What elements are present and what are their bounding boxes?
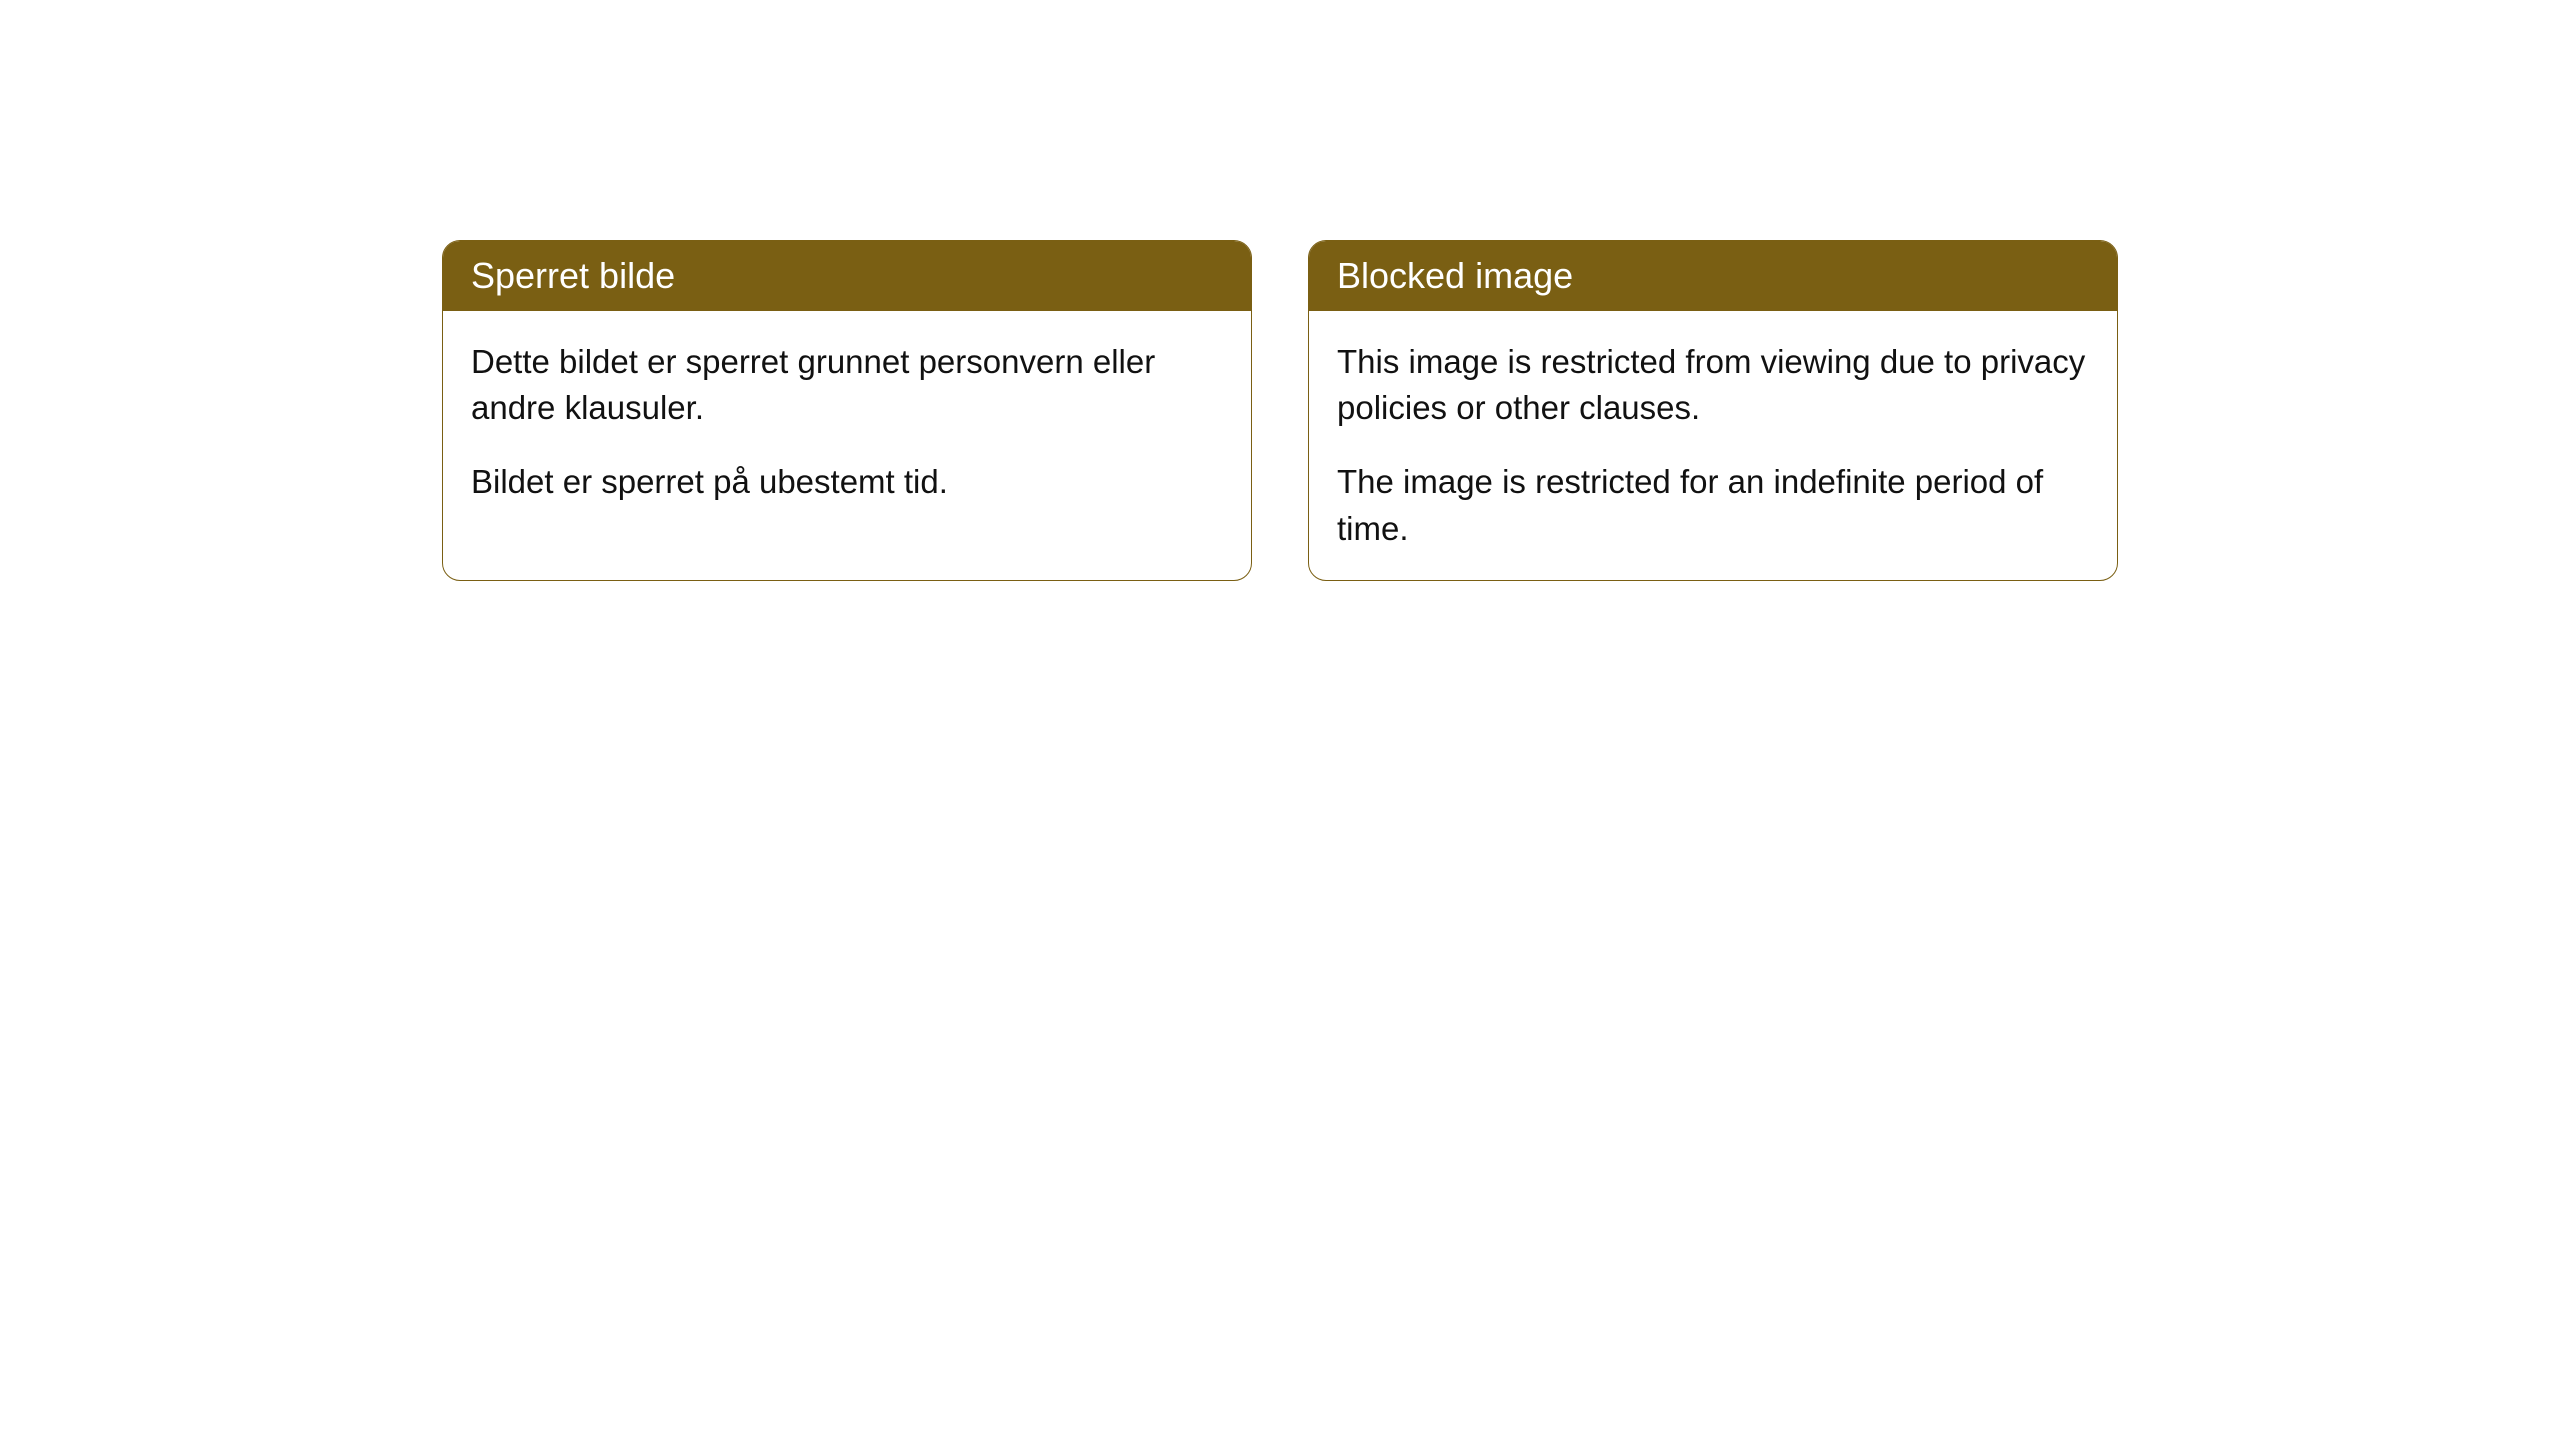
card-body: This image is restricted from viewing du… [1309, 311, 2117, 580]
notice-cards-container: Sperret bilde Dette bildet er sperret gr… [0, 240, 2560, 581]
card-paragraph: Dette bildet er sperret grunnet personve… [471, 339, 1223, 431]
card-paragraph: Bildet er sperret på ubestemt tid. [471, 459, 1223, 505]
card-paragraph: This image is restricted from viewing du… [1337, 339, 2089, 431]
card-body: Dette bildet er sperret grunnet personve… [443, 311, 1251, 534]
card-header: Sperret bilde [443, 241, 1251, 311]
blocked-image-card-norwegian: Sperret bilde Dette bildet er sperret gr… [442, 240, 1252, 581]
card-title: Blocked image [1337, 255, 1573, 296]
blocked-image-card-english: Blocked image This image is restricted f… [1308, 240, 2118, 581]
card-header: Blocked image [1309, 241, 2117, 311]
card-paragraph: The image is restricted for an indefinit… [1337, 459, 2089, 551]
card-title: Sperret bilde [471, 255, 675, 296]
